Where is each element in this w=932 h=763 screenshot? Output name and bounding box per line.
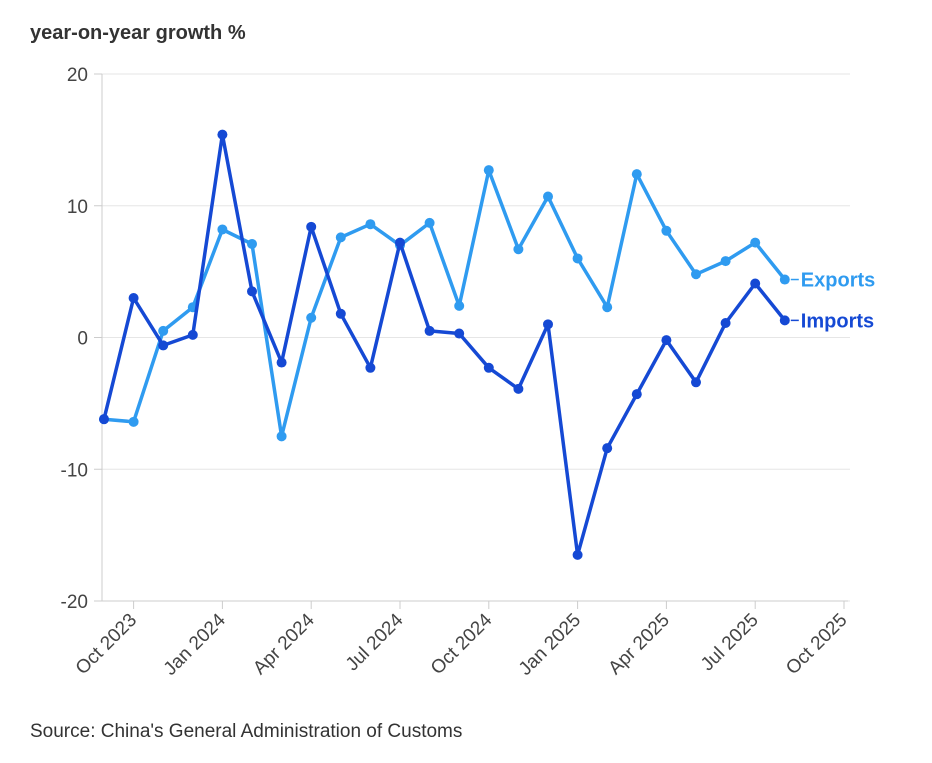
exports-point	[128, 416, 139, 427]
exports-point	[335, 232, 346, 243]
x-tick-label: Oct 2023	[72, 610, 141, 679]
imports-point	[335, 308, 346, 319]
imports-point	[276, 357, 287, 368]
exports-point	[691, 269, 701, 280]
imports-point	[395, 237, 405, 248]
imports-point	[217, 129, 228, 140]
imports-point	[750, 278, 761, 289]
x-tick-label: Jul 2024	[342, 609, 408, 675]
imports-point	[247, 286, 257, 297]
exports-point	[543, 191, 553, 202]
imports-point	[779, 315, 790, 326]
x-tick-label: Apr 2024	[249, 609, 319, 679]
imports-point	[691, 377, 701, 388]
grid-lines	[102, 73, 850, 602]
imports-line	[102, 132, 787, 557]
imports-point	[424, 325, 435, 336]
source-note: Source: China's General Administration o…	[30, 721, 463, 742]
exports-line	[102, 168, 787, 439]
imports-point	[631, 389, 642, 400]
x-axis: Oct 2023 Jan 2024 Apr 2024 Jul 2024 Oct 2024…	[72, 600, 852, 680]
series-labels: Exports Imports	[790, 270, 875, 332]
chart-title: year-on-year growth %	[30, 22, 246, 44]
y-axis: -20 -10 0 10 20	[61, 65, 103, 613]
imports-point	[483, 362, 494, 373]
imports-point	[602, 443, 613, 454]
x-tick-label: Jul 2025	[697, 610, 763, 676]
exports-point	[483, 165, 494, 176]
y-tick-label: -10	[61, 460, 88, 481]
imports-point	[572, 549, 583, 560]
imports-point	[454, 328, 465, 339]
imports-series-label: Imports	[801, 310, 874, 332]
y-tick-label: -20	[61, 592, 88, 613]
exports-point	[424, 217, 435, 228]
imports-point	[158, 340, 169, 351]
exports-point	[217, 224, 228, 235]
imports-point	[513, 383, 524, 394]
x-tick-label: Oct 2024	[427, 609, 497, 679]
imports-point	[543, 319, 553, 330]
exports-point	[720, 256, 731, 267]
imports-point	[187, 329, 198, 340]
exports-point	[247, 238, 257, 249]
imports-point	[128, 292, 139, 303]
x-tick-label: Oct 2025	[782, 610, 851, 679]
y-tick-label: 0	[77, 329, 88, 350]
exports-point	[454, 300, 465, 311]
exports-series-label: Exports	[801, 270, 875, 292]
exports-point	[158, 325, 169, 336]
x-tick-label: Jan 2025	[515, 610, 585, 680]
exports-point	[779, 274, 790, 285]
exports-point	[306, 312, 317, 323]
imports-point	[99, 414, 109, 425]
x-tick-label: Apr 2025	[605, 610, 674, 679]
y-tick-label: 20	[67, 65, 88, 86]
x-tick-label: Jan 2024	[160, 609, 230, 679]
imports-point	[720, 318, 731, 329]
exports-point	[572, 253, 583, 264]
imports-point	[365, 362, 376, 373]
exports-point	[276, 431, 287, 442]
exports-point	[513, 244, 524, 255]
exports-point	[661, 225, 672, 236]
imports-point	[661, 335, 672, 346]
exports-point	[750, 237, 761, 248]
exports-point	[365, 219, 376, 230]
exports-point	[602, 302, 613, 313]
exports-point	[631, 169, 642, 180]
y-tick-label: 10	[67, 197, 88, 218]
imports-point	[306, 221, 317, 232]
series-layer	[99, 129, 790, 560]
